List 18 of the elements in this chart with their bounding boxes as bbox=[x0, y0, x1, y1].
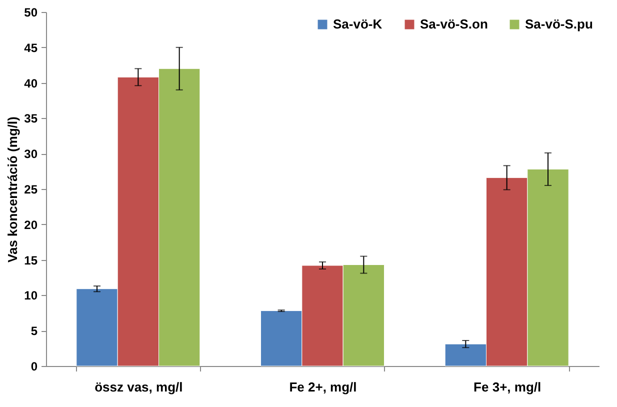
y-tick-label: 35 bbox=[24, 112, 38, 126]
x-tick-label: Fe 3+, mg/l bbox=[474, 380, 542, 394]
x-tick-label: össz vas, mg/l bbox=[94, 380, 183, 394]
y-tick-label: 10 bbox=[24, 288, 38, 303]
x-tick-label: Fe 2+, mg/l bbox=[289, 380, 357, 394]
y-tick-label: 5 bbox=[30, 324, 38, 338]
y-tick-label: 50 bbox=[24, 6, 38, 20]
y-axis-title: Vas koncentráció (mg/l) bbox=[5, 116, 20, 262]
y-tick-label: 40 bbox=[24, 76, 38, 90]
y-tick-label: 0 bbox=[30, 360, 38, 374]
legend-label: Sa-vö-S.on bbox=[420, 16, 488, 32]
legend-label: Sa-vö-K bbox=[333, 16, 383, 32]
y-tick-label: 30 bbox=[24, 147, 38, 162]
y-tick-label: 20 bbox=[24, 218, 38, 232]
legend-label: Sa-vö-S.pu bbox=[525, 16, 593, 32]
y-tick-label: 15 bbox=[24, 253, 38, 268]
y-tick-label: 25 bbox=[24, 182, 38, 196]
y-tick-label: 45 bbox=[24, 40, 38, 55]
